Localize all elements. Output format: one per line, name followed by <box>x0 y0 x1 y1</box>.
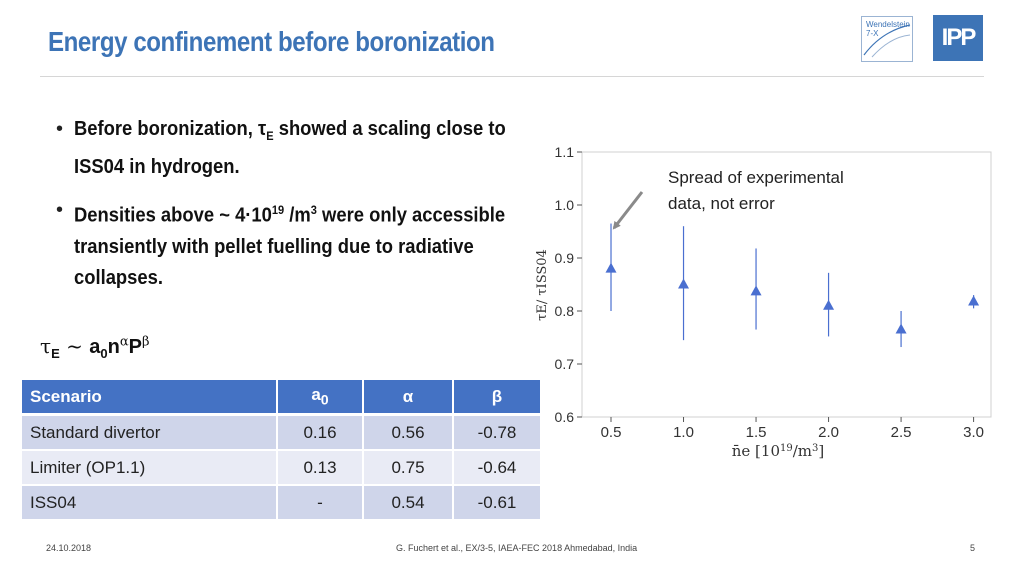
cell-beta: -0.64 <box>453 450 542 486</box>
y-tick-label: 1.0 <box>555 197 575 213</box>
confinement-chart: 0.6 0.7 0.8 0.9 1.0 1.1 0.5 1.0 1.5 2.0 2.5 3.0 Spr… <box>535 144 992 460</box>
footer-date: 24.10.2018 <box>46 543 92 553</box>
x-tick-label: 0.5 <box>601 424 622 441</box>
header-alpha: α <box>363 380 454 416</box>
data-point <box>678 278 690 289</box>
annotation-line1: Spread of experimental <box>668 168 844 187</box>
y-tick-label: 1.1 <box>555 144 575 160</box>
y-tick-label: 0.9 <box>555 250 575 266</box>
cell-beta: -0.78 <box>453 414 542 451</box>
bullet-item: • Densities above ~ 4·1019 /m3 were only… <box>56 195 526 294</box>
data-point <box>968 295 980 306</box>
cell-scenario: ISS04 <box>22 485 278 521</box>
data-point <box>605 262 617 273</box>
annotation-arrow <box>612 191 644 230</box>
x-tick-label: 2.5 <box>891 424 912 441</box>
bullet-item: • Before boronization, τE showed a scali… <box>56 114 526 183</box>
x-axis-label: n̄e [1019/m3] <box>732 442 825 460</box>
bullet-dot-icon: • <box>56 118 64 140</box>
x-tick-label: 1.0 <box>673 424 694 441</box>
table-row: Standard divertor 0.16 0.56 -0.78 <box>22 414 542 451</box>
y-tick-label: 0.8 <box>555 303 575 319</box>
w7x-logo-line2: 7-X <box>866 29 879 38</box>
cell-beta: -0.61 <box>453 485 542 521</box>
data-point <box>750 285 762 296</box>
bullet-dot-icon: • <box>56 199 64 221</box>
title-divider <box>40 76 984 77</box>
w7x-logo-line1: Wendelstein <box>866 20 910 29</box>
y-axis-label: τE/ τISS04 <box>535 249 550 321</box>
data-point <box>823 299 835 310</box>
scaling-formula: τE ~ a0nαPβ <box>40 334 150 361</box>
slide-title: Energy confinement before boronization <box>48 26 495 57</box>
y-tick-label: 0.7 <box>555 356 575 372</box>
table-row: Limiter (OP1.1) 0.13 0.75 -0.64 <box>22 450 542 486</box>
ipp-logo: IPP <box>933 15 983 61</box>
bullet-text-1: Before boronization, τE showed a scaling… <box>74 118 506 178</box>
header-a0: a0 <box>277 380 364 416</box>
header-scenario: Scenario <box>22 380 278 416</box>
header-beta: β <box>453 380 542 416</box>
footer-reference: G. Fuchert et al., EX/3-5, IAEA-FEC 2018… <box>396 543 638 553</box>
table-row: ISS04 - 0.54 -0.61 <box>22 485 542 521</box>
wendelstein-7x-logo: Wendelstein 7-X <box>861 16 913 62</box>
cell-alpha: 0.54 <box>363 485 454 521</box>
page-number: 5 <box>970 543 976 553</box>
bullet-text-2: Densities above ~ 4·1019 /m3 were only a… <box>74 203 506 289</box>
cell-alpha: 0.56 <box>363 414 454 451</box>
w7x-logo-arc-icon <box>863 24 911 58</box>
y-tick-label: 0.6 <box>555 409 575 425</box>
plot-frame <box>581 151 992 418</box>
scaling-table: Scenario a0 α β Standard divertor 0.16 0… <box>22 380 542 521</box>
annotation-line2: data, not error <box>668 194 775 213</box>
cell-a0: 0.13 <box>277 450 364 486</box>
cell-a0: 0.16 <box>277 414 364 451</box>
cell-alpha: 0.75 <box>363 450 454 486</box>
x-tick-label: 1.5 <box>746 424 767 441</box>
data-point <box>895 323 907 334</box>
cell-scenario: Standard divertor <box>22 414 278 451</box>
cell-scenario: Limiter (OP1.1) <box>22 450 278 486</box>
table-header-row: Scenario a0 α β <box>22 380 542 416</box>
cell-a0: - <box>277 485 364 521</box>
x-tick-label: 2.0 <box>818 424 839 441</box>
bullet-list: • Before boronization, τE showed a scali… <box>56 114 526 306</box>
x-tick-label: 3.0 <box>963 424 984 441</box>
